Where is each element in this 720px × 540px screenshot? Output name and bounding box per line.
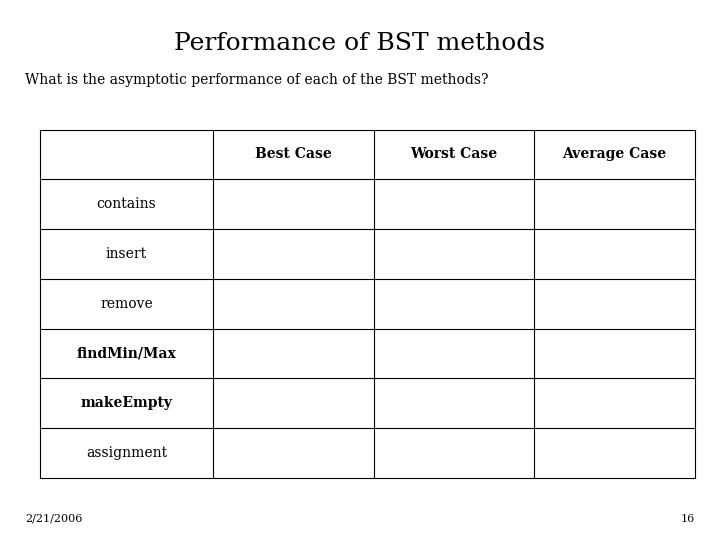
Text: What is the asymptotic performance of each of the BST methods?: What is the asymptotic performance of ea… xyxy=(25,73,489,87)
Text: 2/21/2006: 2/21/2006 xyxy=(25,514,83,524)
Text: assignment: assignment xyxy=(86,446,167,460)
Text: 16: 16 xyxy=(680,514,695,524)
Text: findMin/Max: findMin/Max xyxy=(76,347,176,361)
Text: makeEmpty: makeEmpty xyxy=(81,396,172,410)
Text: insert: insert xyxy=(106,247,147,261)
Text: Average Case: Average Case xyxy=(562,147,667,161)
Text: Best Case: Best Case xyxy=(255,147,332,161)
Text: Performance of BST methods: Performance of BST methods xyxy=(174,32,546,56)
Text: remove: remove xyxy=(100,297,153,310)
Text: contains: contains xyxy=(96,197,156,211)
Text: Worst Case: Worst Case xyxy=(410,147,498,161)
